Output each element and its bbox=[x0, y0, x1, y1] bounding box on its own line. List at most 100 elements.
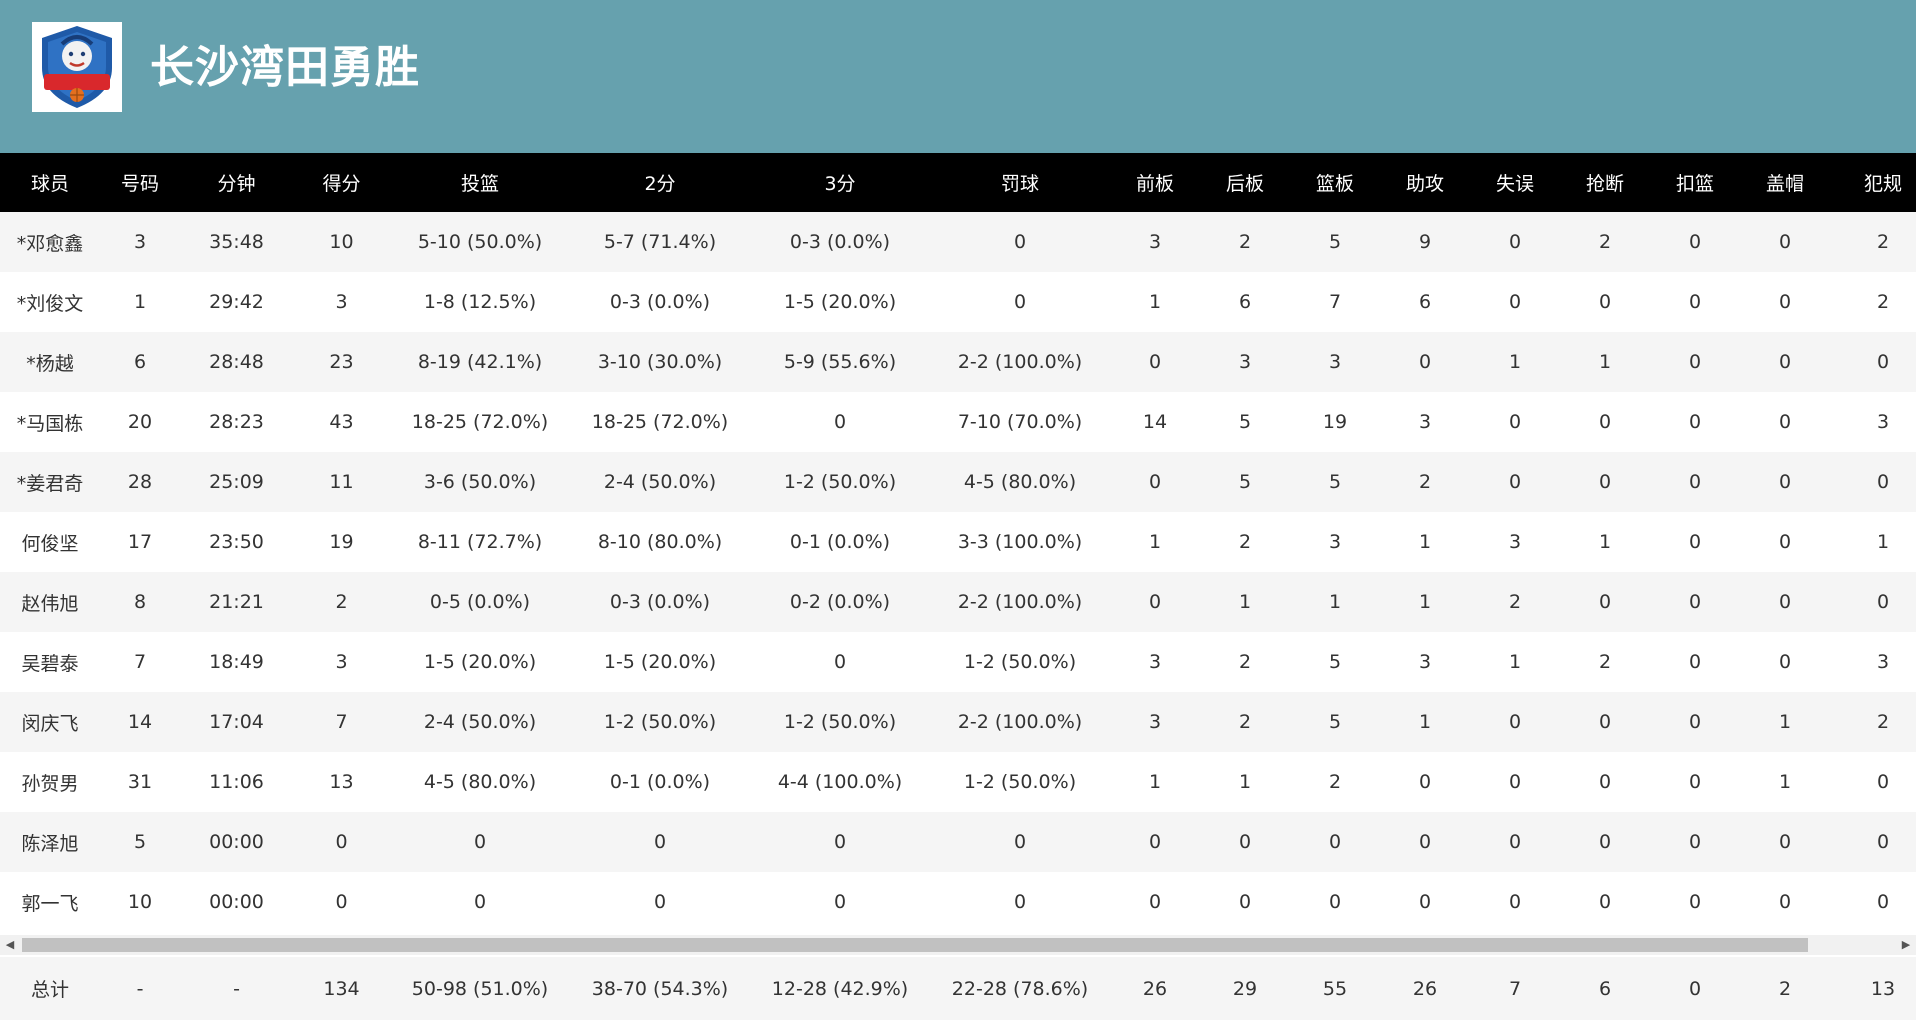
stat-cell: 2-4 (50.0%) bbox=[390, 692, 570, 752]
stat-cell: 2-4 (50.0%) bbox=[570, 452, 750, 512]
stat-cell: 7 bbox=[1290, 272, 1380, 332]
stat-cell: 5-10 (50.0%) bbox=[390, 212, 570, 272]
stat-cell: 0-3 (0.0%) bbox=[750, 212, 930, 272]
horizontal-scrollbar[interactable]: ◀ ▶ bbox=[0, 935, 1916, 955]
table-row: 闵庆飞 14 17:04 7 2-4 (50.0%) 1-2 (50.0%) 1-2 (50… bbox=[0, 692, 1916, 752]
stat-cell: 6 bbox=[1380, 272, 1470, 332]
stat-cell: 2 bbox=[1830, 272, 1916, 332]
stat-cell: 3 bbox=[1200, 332, 1290, 392]
stat-cell: 10 bbox=[100, 872, 180, 932]
stat-cell: 0 bbox=[1560, 392, 1650, 452]
stat-cell: 1-2 (50.0%) bbox=[750, 452, 930, 512]
stat-cell: 23 bbox=[293, 332, 390, 392]
stat-cell: 0 bbox=[1830, 332, 1916, 392]
stat-cell: 0 bbox=[1110, 572, 1200, 632]
total-cell: 26 bbox=[1380, 957, 1470, 1020]
table-row: 赵伟旭 8 21:21 2 0-5 (0.0%) 0-3 (0.0%) 0-2 (0.0%)… bbox=[0, 572, 1916, 632]
stat-cell: 3-10 (30.0%) bbox=[570, 332, 750, 392]
column-header: 2分 bbox=[570, 153, 750, 212]
total-cell: 0 bbox=[1650, 957, 1740, 1020]
stat-cell: 2 bbox=[1290, 752, 1380, 812]
column-header: 失误 bbox=[1470, 153, 1560, 212]
stat-cell: 0 bbox=[1650, 272, 1740, 332]
stat-cell: 28:23 bbox=[180, 392, 293, 452]
stat-cell: 18:49 bbox=[180, 632, 293, 692]
stat-cell: 5 bbox=[100, 812, 180, 872]
table-row: 何俊坚 17 23:50 19 8-11 (72.7%) 8-10 (80.0%) 0-1 … bbox=[0, 512, 1916, 572]
stat-cell: 1 bbox=[1560, 332, 1650, 392]
stat-cell: 5 bbox=[1290, 452, 1380, 512]
table-row: 陈泽旭 5 00:00 0 0 0 0 0 0 0 0 0 0 0 0 0 0 bbox=[0, 812, 1916, 872]
stat-cell: 0 bbox=[1380, 812, 1470, 872]
player-name-cell: *姜君奇 bbox=[0, 452, 100, 512]
stat-cell: 0 bbox=[1110, 812, 1200, 872]
player-name-cell: *刘俊文 bbox=[0, 272, 100, 332]
column-header: 篮板 bbox=[1290, 153, 1380, 212]
total-cell: 7 bbox=[1470, 957, 1560, 1020]
player-name-cell: 孙贺男 bbox=[0, 752, 100, 812]
column-header: 抢断 bbox=[1560, 153, 1650, 212]
table-row: *邓愈鑫 3 35:48 10 5-10 (50.0%) 5-7 (71.4%) 0-3 (… bbox=[0, 212, 1916, 272]
stat-cell: 0 bbox=[1380, 332, 1470, 392]
stat-cell: 0 bbox=[1560, 692, 1650, 752]
stat-cell: 5 bbox=[1290, 212, 1380, 272]
total-cell: 55 bbox=[1290, 957, 1380, 1020]
stat-cell: 29:42 bbox=[180, 272, 293, 332]
stat-cell: 5 bbox=[1290, 632, 1380, 692]
stat-cell: 0 bbox=[1830, 452, 1916, 512]
stat-cell: 1-2 (50.0%) bbox=[930, 752, 1110, 812]
stat-cell: 5 bbox=[1290, 692, 1380, 752]
total-cell: 50-98 (51.0%) bbox=[390, 957, 570, 1020]
stat-cell: 1-2 (50.0%) bbox=[570, 692, 750, 752]
stat-cell: 0 bbox=[750, 632, 930, 692]
stat-cell: 3 bbox=[1380, 632, 1470, 692]
scrollbar-thumb[interactable] bbox=[22, 938, 1808, 952]
stat-cell: 0 bbox=[1560, 752, 1650, 812]
player-stats-table-container[interactable]: 球员 号码 分钟 得分 投篮 2分 3分 罚球 前板 后板 篮板 助攻 失误 抢… bbox=[0, 153, 1916, 932]
stat-cell: 0 bbox=[1830, 812, 1916, 872]
stat-cell: 0 bbox=[1830, 872, 1916, 932]
scroll-left-icon[interactable]: ◀ bbox=[5, 938, 15, 951]
table-row: 吴碧泰 7 18:49 3 1-5 (20.0%) 1-5 (20.0%) 0 1-2 (50… bbox=[0, 632, 1916, 692]
stat-cell: 3 bbox=[1290, 512, 1380, 572]
stat-cell: 2 bbox=[1200, 512, 1290, 572]
stat-cell: 0 bbox=[1380, 752, 1470, 812]
stat-cell: 2 bbox=[1200, 692, 1290, 752]
stat-cell: 1 bbox=[1740, 752, 1830, 812]
stat-cell: 3 bbox=[1830, 392, 1916, 452]
stat-cell: 1-5 (20.0%) bbox=[570, 632, 750, 692]
stat-cell: 0-1 (0.0%) bbox=[570, 752, 750, 812]
scroll-right-icon[interactable]: ▶ bbox=[1901, 938, 1911, 951]
stat-cell: 2-2 (100.0%) bbox=[930, 572, 1110, 632]
column-header: 投篮 bbox=[390, 153, 570, 212]
stat-cell: 0 bbox=[1470, 752, 1560, 812]
team-header: 长沙湾田勇胜 bbox=[0, 0, 1916, 153]
stat-cell: 3-6 (50.0%) bbox=[390, 452, 570, 512]
stat-cell: 1 bbox=[1470, 632, 1560, 692]
total-cell: 2 bbox=[1740, 957, 1830, 1020]
stat-cell: 0 bbox=[1650, 452, 1740, 512]
player-rows: *邓愈鑫 3 35:48 10 5-10 (50.0%) 5-7 (71.4%) 0-3 (… bbox=[0, 212, 1916, 932]
stat-cell: 0 bbox=[1740, 272, 1830, 332]
stat-cell: 18-25 (72.0%) bbox=[390, 392, 570, 452]
stat-cell: 0 bbox=[1110, 452, 1200, 512]
stat-cell: 0-3 (0.0%) bbox=[570, 572, 750, 632]
stat-cell: 4-5 (80.0%) bbox=[930, 452, 1110, 512]
stat-cell: 3 bbox=[1110, 692, 1200, 752]
stat-cell: 0 bbox=[1740, 512, 1830, 572]
stat-cell: 2-2 (100.0%) bbox=[930, 692, 1110, 752]
table-row: 郭一飞 10 00:00 0 0 0 0 0 0 0 0 0 0 0 0 0 0 bbox=[0, 872, 1916, 932]
stat-cell: 3 bbox=[1470, 512, 1560, 572]
column-header: 罚球 bbox=[930, 153, 1110, 212]
player-name-cell: *杨越 bbox=[0, 332, 100, 392]
stat-cell: 0 bbox=[1470, 212, 1560, 272]
stat-cell: 4-5 (80.0%) bbox=[390, 752, 570, 812]
stat-cell: 23:50 bbox=[180, 512, 293, 572]
player-name-cell: 郭一飞 bbox=[0, 872, 100, 932]
stat-cell: 3 bbox=[293, 272, 390, 332]
stat-cell: 4-4 (100.0%) bbox=[750, 752, 930, 812]
stat-cell: 0 bbox=[1740, 452, 1830, 512]
total-cell: - bbox=[180, 957, 293, 1020]
stat-cell: 0 bbox=[1560, 452, 1650, 512]
player-name-cell: *邓愈鑫 bbox=[0, 212, 100, 272]
